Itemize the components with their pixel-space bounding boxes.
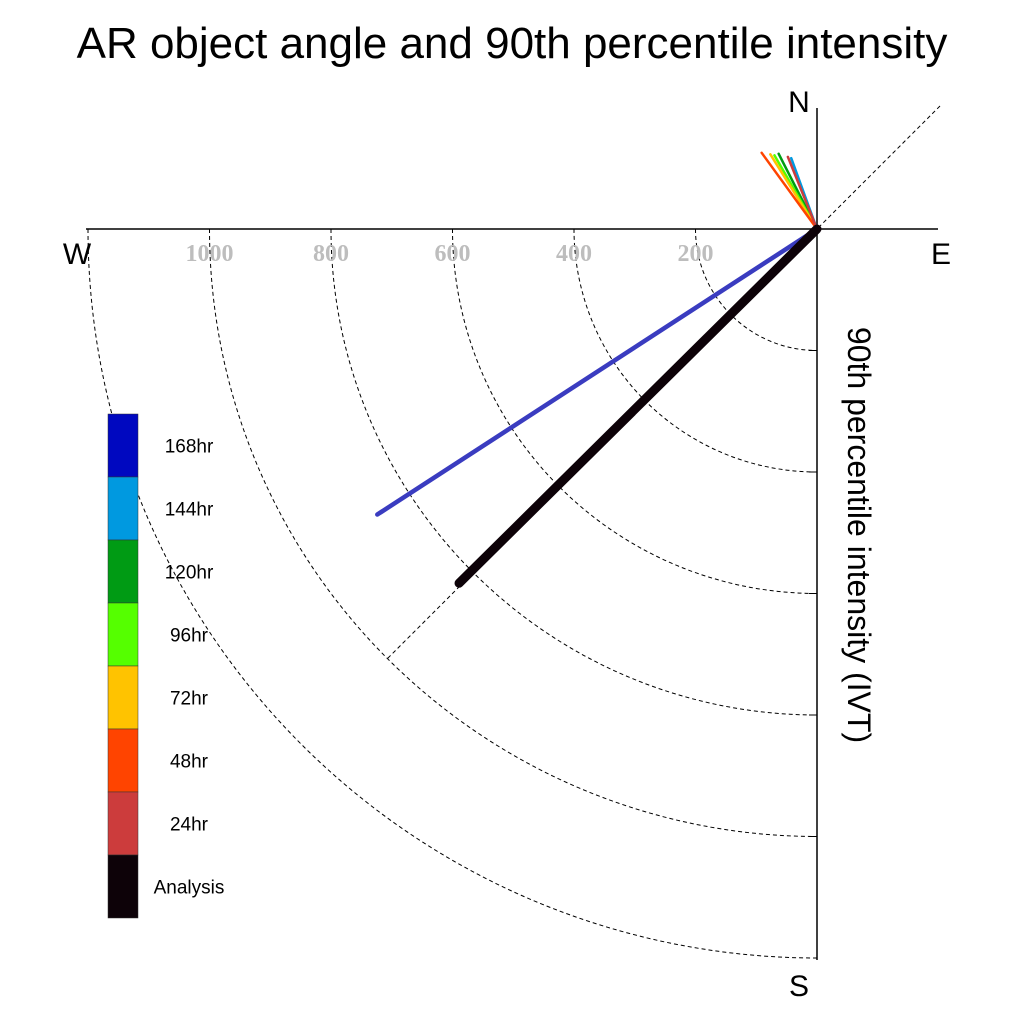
ring-label-200: 200 [678,241,714,267]
legend-label-168hr: 168hr [165,437,214,458]
grid-ring-1200 [87,228,818,959]
intensity-vectors [375,151,822,588]
legend-swatch-analysis [107,854,139,919]
legend-swatch-144hr [107,476,139,541]
compass-south-label: S [789,970,809,1003]
legend-swatch-168hr [107,413,139,478]
vector-48hr [760,151,819,231]
legend-label-24hr: 24hr [170,815,209,836]
compass-west-label: W [63,238,92,271]
ring-label-800: 800 [313,241,349,267]
legend-swatch-72hr [107,665,139,730]
compass-north-label: N [788,86,810,119]
legend-swatch-96hr [107,602,139,667]
legend-label-144hr: 144hr [165,500,214,521]
legend-swatch-48hr [107,728,139,793]
grid-ring-1000 [209,228,818,837]
legend-label-48hr: 48hr [170,752,209,773]
legend-swatch-120hr [107,539,139,604]
compass-axes [86,108,938,960]
ring-label-400: 400 [556,241,592,267]
ring-label-1000: 1000 [186,241,234,267]
radial-tick-labels: 200 400 600 800 1000 [186,241,714,267]
chart-title: AR object angle and 90th percentile inte… [77,19,948,68]
ring-label-600: 600 [435,241,471,267]
legend-label-analysis: Analysis [154,878,225,899]
vector-168hr [375,226,820,517]
vector-24hr [786,155,819,231]
legend: 168hr 144hr 120hr 96hr 72hr 48hr 24hr Analysis [107,413,225,919]
legend-label-120hr: 120hr [165,563,214,584]
vector-analysis [454,224,822,588]
compass-east-label: E [931,238,951,271]
grid-ring-200 [695,228,818,351]
axis-label-intensity: 90th percentile intensity (IVT) [841,327,877,743]
legend-swatch-24hr [107,791,139,856]
legend-label-72hr: 72hr [170,689,209,710]
grid-ring-600 [452,228,818,594]
legend-label-96hr: 96hr [170,626,209,647]
